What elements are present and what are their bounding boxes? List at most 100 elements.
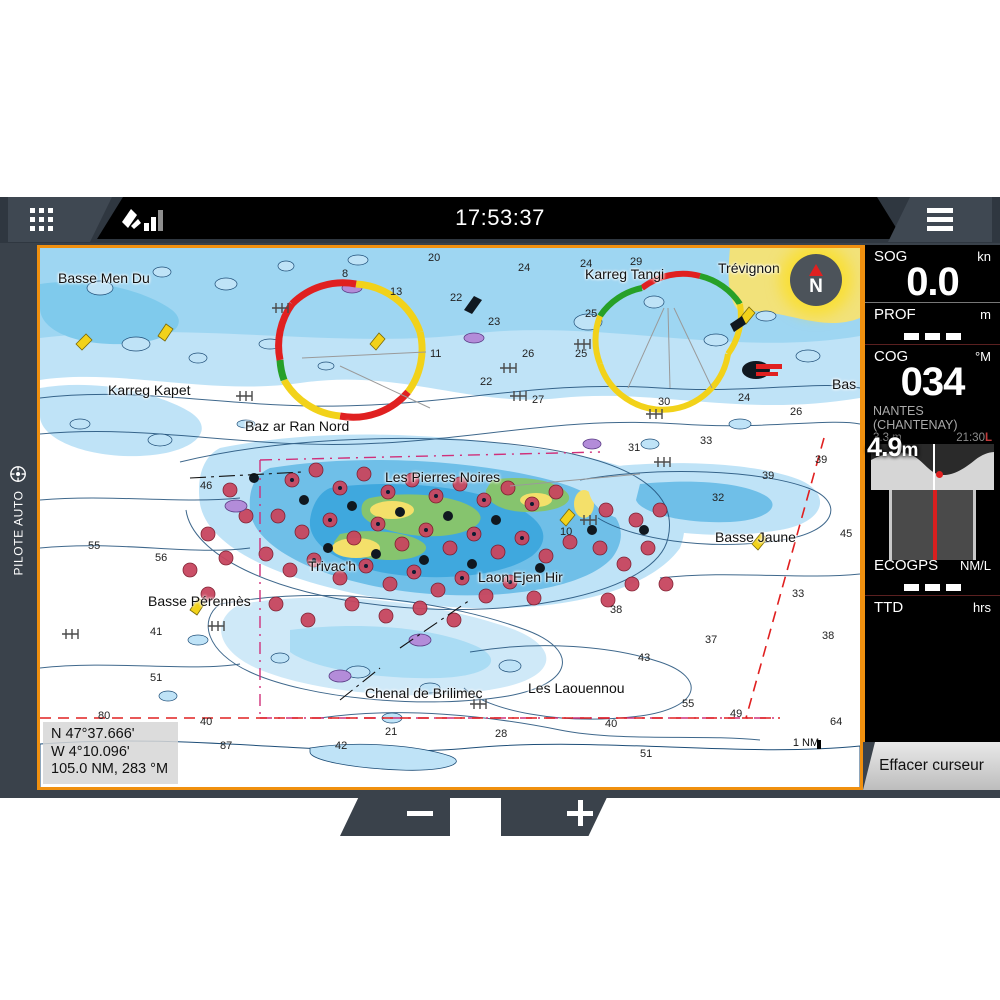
chart-place-label: Karreg Kapet — [108, 382, 191, 398]
satellite-signal-icon[interactable] — [118, 206, 170, 232]
cursor-range-bearing: 105.0 NM, 283 °M — [51, 761, 169, 778]
depth-sounding: 29 — [630, 256, 643, 268]
chart-place-label: Karreg Tangi — [585, 266, 665, 282]
depth-sounding: 55 — [88, 540, 101, 552]
zoom-in-button[interactable] — [500, 790, 611, 836]
sidebar-item-autopilot[interactable]: PILOTE AUTO — [0, 243, 37, 798]
chart-place-label: Baz ar Ran Nord — [245, 418, 350, 434]
depth-sounding: 32 — [712, 492, 725, 504]
chart-place-label: Chenal de Brilimec — [365, 685, 483, 701]
data-cell-ecogps[interactable]: ECOGPS NM/L — [865, 554, 1000, 591]
ecogps-unit: NM/L — [959, 557, 991, 573]
clock-display: 17:53:37 — [0, 197, 1000, 239]
depth-sounding: 39 — [762, 470, 775, 482]
data-cell-sog[interactable]: SOG kn 0.0 — [865, 245, 1000, 304]
depth-sounding: 80 — [98, 710, 111, 722]
ttd-label: TTD — [874, 598, 904, 616]
tide-current-marker — [936, 470, 944, 478]
depth-sounding: 51 — [150, 672, 163, 684]
north-indicator[interactable]: N — [790, 254, 842, 306]
depth-sounding: 8 — [342, 268, 349, 280]
depth-sounding: 40 — [605, 718, 618, 730]
chart-graphics — [40, 248, 860, 787]
hamburger-menu-icon — [927, 208, 953, 231]
cog-label: COG — [874, 348, 909, 366]
prof-value-dashes — [874, 333, 991, 341]
data-cell-ttd[interactable]: TTD hrs — [865, 596, 1000, 616]
depth-sounding: 21 — [385, 726, 398, 738]
data-cell-prof[interactable]: PROF m — [865, 303, 1000, 341]
depth-sounding: 24 — [518, 262, 531, 274]
divider — [865, 594, 1000, 596]
north-arrow-icon — [809, 264, 823, 276]
depth-sounding: 55 — [682, 698, 695, 710]
tide-curve-graph — [871, 443, 994, 490]
apps-grid-icon — [30, 208, 53, 231]
depth-sounding: 25 — [575, 348, 588, 360]
depth-sounding: 23 — [488, 316, 501, 328]
depth-sounding: 33 — [792, 588, 805, 600]
depth-sounding: 38 — [610, 604, 623, 616]
depth-sounding: 26 — [522, 348, 535, 360]
depth-sounding: 30 — [658, 396, 671, 408]
tide-widget[interactable]: NANTES (CHANTENAY) 3.3 m 21:30L 4.9m — [865, 402, 1000, 560]
chart-place-label: Basse Pérennès — [148, 593, 251, 609]
ttd-unit: hrs — [972, 599, 991, 615]
chart-panel[interactable]: Basse Men Du Karreg Kapet Baz ar Ran Nord K… — [37, 245, 863, 790]
depth-sounding: 38 — [822, 630, 835, 642]
prof-unit: m — [980, 307, 991, 323]
sog-value: 0.0 — [906, 260, 960, 304]
chart-place-label: Trivac'h — [308, 558, 357, 574]
depth-sounding: 20 — [428, 252, 441, 264]
chart-place-label: Basse Men Du — [58, 270, 150, 286]
instrument-data-sidebar: SOG kn 0.0 PROF m COG °M 034 NANTES (CHA… — [863, 245, 1000, 742]
chart-place-label: Les Laouennou — [528, 680, 625, 696]
depth-sounding: 41 — [150, 626, 163, 638]
clear-cursor-button[interactable]: Effacer curseur — [863, 742, 1000, 790]
cursor-longitude: W 4°10.096' — [51, 743, 130, 760]
zoom-out-button[interactable] — [340, 790, 450, 836]
nautical-chart-canvas[interactable]: Basse Men Du Karreg Kapet Baz ar Ran Nord K… — [40, 248, 860, 787]
depth-sounding: 56 — [155, 552, 168, 564]
tide-left-value: 3.3 m — [873, 431, 902, 444]
zoom-controls — [340, 790, 660, 836]
depth-sounding: 42 — [335, 740, 348, 752]
chart-place-label: Trévignon — [718, 260, 780, 276]
cursor-info-box: N 47°37.666' W 4°10.096' 105.0 NM, 283 °… — [43, 721, 179, 784]
tide-now-line — [932, 489, 937, 560]
ecogps-value-dashes — [874, 583, 991, 591]
depth-sounding: 49 — [730, 708, 743, 720]
clear-cursor-label: Effacer curseur — [879, 757, 984, 774]
depth-sounding: 11 — [430, 348, 442, 360]
depth-sounding: 37 — [705, 634, 718, 646]
top-bar-backdrop — [97, 197, 903, 239]
depth-sounding: 22 — [480, 376, 493, 388]
divider — [865, 302, 1000, 304]
depth-sounding: 33 — [700, 435, 713, 447]
ecogps-label: ECOGPS — [874, 556, 939, 574]
sog-label: SOG — [874, 248, 908, 265]
tide-current-height: 4.9m — [867, 431, 918, 462]
tide-station-name: NANTES (CHANTENAY) — [873, 403, 958, 432]
depth-sounding: 45 — [840, 528, 853, 540]
tide-time-needle — [932, 443, 935, 490]
chart-place-label: Bas — [832, 376, 857, 392]
depth-sounding: 51 — [640, 748, 653, 760]
minus-icon — [406, 800, 433, 826]
depth-sounding: 28 — [495, 728, 508, 740]
sog-unit: kn — [977, 249, 991, 264]
depth-sounding: 13 — [390, 286, 403, 298]
scale-label: 1 NM — [792, 737, 820, 749]
prof-label: PROF — [874, 306, 916, 324]
data-cell-cog[interactable]: COG °M 034 — [865, 345, 1000, 405]
autopilot-label: PILOTE AUTO — [11, 490, 26, 576]
clock-time: 17:53:37 — [455, 205, 545, 230]
depth-sounding: 64 — [830, 716, 843, 728]
tide-right-time: 21:30 — [956, 431, 985, 444]
tide-bar-gauge — [871, 489, 994, 560]
depth-sounding: 87 — [220, 740, 233, 752]
cog-value: 034 — [900, 360, 966, 405]
depth-sounding: 26 — [790, 406, 803, 418]
depth-sounding: 31 — [628, 442, 641, 454]
plus-icon — [567, 800, 594, 826]
